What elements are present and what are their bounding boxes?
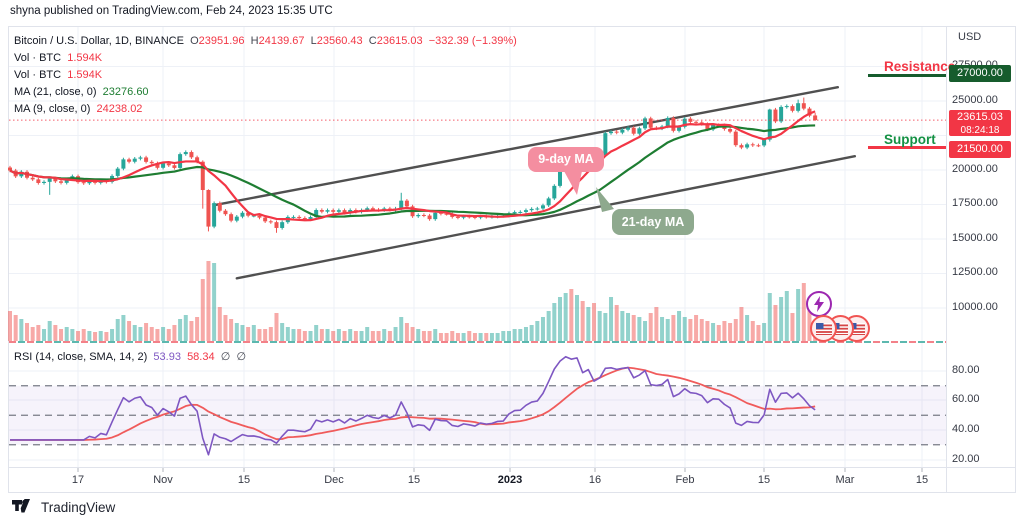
price-axis-label: 12500.00 — [952, 266, 998, 278]
chart-frame — [8, 26, 1016, 493]
resistance-line[interactable] — [868, 74, 946, 77]
vol1-value: 1.594K — [67, 52, 103, 64]
us-flag-icon[interactable] — [810, 315, 837, 342]
ohlc-o-value: 23951.96 — [198, 35, 245, 47]
last-price-badge: 23615.03 08:24:18 — [949, 110, 1011, 136]
ma21-callout-text: 21-day MA — [621, 215, 685, 229]
ma21-callout-tail — [596, 187, 614, 212]
rsi-axis-label: 80.00 — [952, 364, 980, 376]
ma9-callout-tail — [564, 171, 582, 195]
support-line[interactable] — [868, 146, 946, 149]
ohlc-o-key: O — [190, 35, 199, 47]
tradingview-logo-icon — [12, 499, 30, 513]
ohlc-l-value: 23560.43 — [316, 35, 363, 47]
rsi-empty-2: ∅ — [236, 351, 247, 363]
ma21-legend-row[interactable]: MA (21, close, 0) 23276.60 — [14, 86, 149, 98]
time-axis-label: 2023 — [497, 474, 523, 486]
price-axis-separator — [946, 26, 947, 493]
ohlc-l-key: L — [310, 35, 317, 47]
price-axis-currency: USD — [958, 31, 982, 43]
ma9-label: MA (9, close, 0) — [14, 103, 91, 115]
time-axis-label: Dec — [324, 474, 344, 486]
rsi-axis-label: 40.00 — [952, 423, 980, 435]
resistance-label: Resistance — [884, 59, 956, 74]
ohlc-h-key: H — [250, 35, 259, 47]
ohlc-h-value: 24139.67 — [258, 35, 305, 47]
rsi-axis-label: 20.00 — [952, 453, 980, 465]
volume-legend-row-1[interactable]: Vol · BTC 1.594K — [14, 52, 102, 64]
chart-canvas[interactable] — [0, 27, 946, 473]
time-axis-label: 15 — [407, 474, 421, 486]
price-axis-label: 10000.00 — [952, 301, 998, 313]
rsi-label: RSI (14, close, SMA, 14, 2) — [14, 351, 148, 363]
support-price-badge: 21500.00 — [949, 141, 1011, 158]
ma21-callout[interactable]: 21-day MA — [596, 187, 694, 235]
price-axis-label: 20000.00 — [952, 163, 998, 175]
change-value: −332.39 (−1.39%) — [428, 35, 517, 47]
ma9-callout[interactable]: 9-day MA — [528, 147, 604, 195]
rsi-axis-label: 60.00 — [952, 393, 980, 405]
tradingview-logo-text: TradingView — [41, 500, 116, 515]
ma9-value: 24238.02 — [96, 103, 143, 115]
time-axis-separator — [8, 467, 1016, 468]
price-axis-label: 25000.00 — [952, 94, 998, 106]
support-label: Support — [884, 132, 936, 147]
lightning-icon[interactable] — [806, 291, 832, 317]
price-axis-label: 17500.00 — [952, 197, 998, 209]
ohlc-c-value: 23615.03 — [376, 35, 423, 47]
symbol-legend-row[interactable]: Bitcoin / U.S. Dollar, 1D, BINANCE O2395… — [14, 35, 517, 47]
time-axis-label: Feb — [675, 474, 695, 486]
time-axis-label: 15 — [757, 474, 771, 486]
vol2-value: 1.594K — [67, 69, 103, 81]
volume-legend-row-2[interactable]: Vol · BTC 1.594K — [14, 69, 102, 81]
time-axis-label: 16 — [588, 474, 602, 486]
vol1-label: Vol · BTC — [14, 52, 62, 64]
rsi-empty-1: ∅ — [220, 351, 231, 363]
tradingview-footer-link[interactable]: TradingView — [12, 499, 115, 516]
last-price-value: 23615.03 — [957, 111, 1003, 123]
price-axis-label: 15000.00 — [952, 232, 998, 244]
bar-countdown: 08:24:18 — [960, 125, 1000, 136]
resistance-price-badge: 27000.00 — [949, 65, 1011, 82]
rsi-ma-value: 58.34 — [187, 351, 215, 363]
ma21-value: 23276.60 — [102, 86, 149, 98]
time-axis-label: 17 — [71, 474, 85, 486]
ma9-callout-text: 9-day MA — [538, 152, 594, 166]
ma21-label: MA (21, close, 0) — [14, 86, 97, 98]
time-axis-label: 15 — [915, 474, 929, 486]
ma9-legend-row[interactable]: MA (9, close, 0) 24238.02 — [14, 103, 142, 115]
symbol-title: Bitcoin / U.S. Dollar, 1D, BINANCE — [14, 35, 184, 47]
time-axis-label: Mar — [835, 474, 855, 486]
time-axis-label: 15 — [237, 474, 251, 486]
rsi-legend-row[interactable]: RSI (14, close, SMA, 14, 2) 53.93 58.34 … — [14, 350, 246, 363]
vol2-label: Vol · BTC — [14, 69, 62, 81]
ohlc-c-key: C — [368, 35, 377, 47]
pane-separator[interactable] — [9, 341, 946, 343]
attribution-text: shyna published on TradingView.com, Feb … — [10, 5, 333, 17]
rsi-value: 53.93 — [153, 351, 181, 363]
time-axis-label: Nov — [153, 474, 173, 486]
